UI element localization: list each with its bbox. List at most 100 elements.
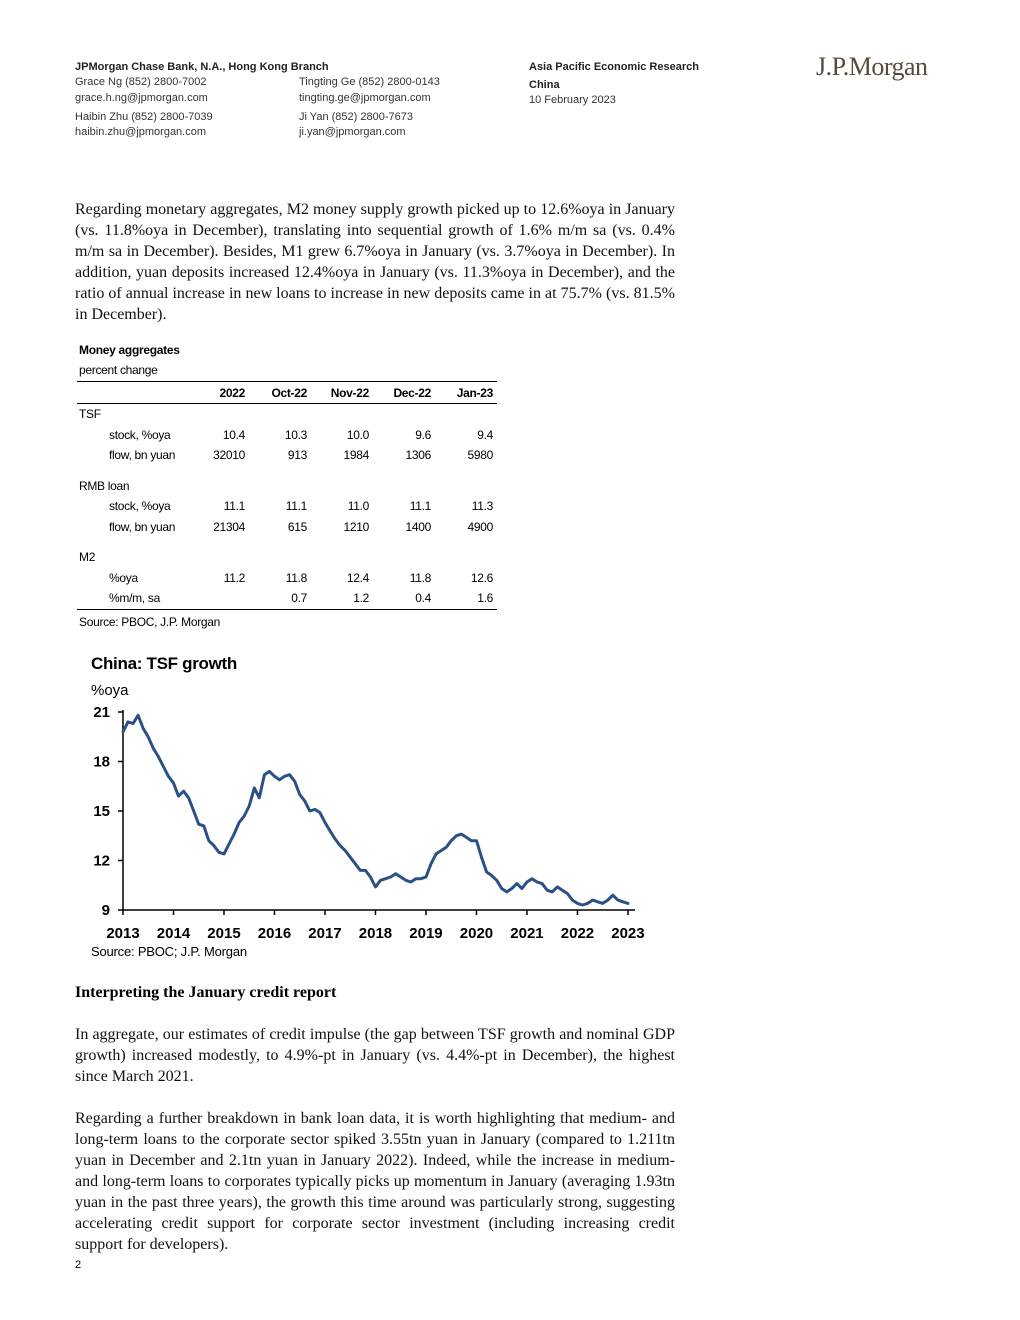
x-tick-label: 2013 bbox=[106, 925, 139, 942]
row-label: flow, bn yuan bbox=[109, 448, 176, 463]
table-cell: 11.8 bbox=[285, 570, 308, 585]
research-division: Asia Pacific Economic Research bbox=[529, 61, 699, 73]
chart-unit-label: %oya bbox=[91, 682, 129, 699]
y-tick-label: 18 bbox=[93, 754, 110, 771]
table-row: stock, %oya 11.1 11.1 11.0 11.1 11.3 bbox=[77, 496, 497, 517]
x-tick-label: 2014 bbox=[157, 925, 191, 942]
group-label: RMB loan bbox=[79, 478, 130, 493]
x-tick-label: 2019 bbox=[409, 925, 442, 942]
table-cell: 12.6 bbox=[470, 570, 493, 585]
table-group-row: M2 bbox=[77, 547, 497, 568]
x-tick-label: 2015 bbox=[207, 925, 240, 942]
table-cell: 0.7 bbox=[249, 588, 311, 610]
group-label: TSF bbox=[79, 407, 101, 422]
y-tick-label: 9 bbox=[102, 902, 110, 919]
x-tick-label: 2017 bbox=[308, 925, 341, 942]
x-tick-label: 2022 bbox=[561, 925, 594, 942]
row-label: stock, %oya bbox=[109, 427, 171, 442]
table-cell: 9.4 bbox=[477, 427, 493, 442]
report-date: 10 February 2023 bbox=[529, 94, 616, 106]
table-cell: 11.0 bbox=[347, 499, 370, 514]
column-header: Nov-22 bbox=[311, 381, 373, 404]
table-row: flow, bn yuan 32010 913 1984 1306 5980 bbox=[77, 445, 497, 466]
table-source: Source: PBOC, J.P. Morgan bbox=[79, 615, 221, 629]
column-header: 2022 bbox=[207, 381, 249, 404]
table-group-row: RMB loan bbox=[77, 476, 497, 497]
row-label: flow, bn yuan bbox=[109, 519, 176, 534]
y-tick-label: 21 bbox=[93, 704, 110, 721]
tsf-growth-chart: 9 12 15 18 21 2013 2014 2015 2016 2017 2018 2019 202… bbox=[93, 704, 644, 942]
contact-name-phone: Haibin Zhu (852) 2800-7039 bbox=[75, 111, 213, 123]
table-cell: 11.1 bbox=[223, 499, 246, 514]
table-subtitle: percent change bbox=[79, 363, 158, 377]
row-label: %m/m, sa bbox=[77, 588, 207, 610]
contact-name-phone: Tingting Ge (852) 2800-0143 bbox=[299, 76, 440, 88]
table-cell: 0.4 bbox=[373, 588, 435, 610]
contact-email[interactable]: grace.h.ng@jpmorgan.com bbox=[75, 92, 208, 104]
contact-email[interactable]: haibin.zhu@jpmorgan.com bbox=[75, 126, 207, 138]
chart-title: China: TSF growth bbox=[91, 654, 237, 673]
table-cell: 11.1 bbox=[409, 499, 432, 514]
table-cell: 1210 bbox=[343, 519, 370, 534]
table-row: flow, bn yuan 21304 615 1210 1400 4900 bbox=[77, 517, 497, 538]
table-header-row: 2022 Oct-22 Nov-22 Dec-22 Jan-23 bbox=[77, 381, 497, 404]
bank-loan-paragraph: Regarding a further breakdown in bank lo… bbox=[75, 1110, 675, 1253]
contact-email[interactable]: ji.yan@jpmorgan.com bbox=[299, 126, 406, 138]
column-header: Dec-22 bbox=[373, 381, 435, 404]
table-cell: 10.3 bbox=[284, 427, 307, 442]
table-cell: 11.8 bbox=[409, 570, 432, 585]
y-tick-label: 12 bbox=[93, 853, 110, 870]
table-cell: 1.6 bbox=[435, 588, 497, 610]
table-cell: 913 bbox=[287, 448, 307, 463]
table-cell: 11.1 bbox=[285, 499, 308, 514]
report-header: JPMorgan Chase Bank, N.A., Hong Kong Bra… bbox=[75, 60, 955, 150]
credit-impulse-paragraph: In aggregate, our estimates of credit im… bbox=[75, 1026, 675, 1085]
y-tick-label: 15 bbox=[93, 803, 110, 820]
table-group-row: TSF bbox=[77, 404, 497, 425]
table-row: stock, %oya 10.4 10.3 10.0 9.6 9.4 bbox=[77, 425, 497, 446]
column-header: Oct-22 bbox=[249, 381, 311, 404]
table-cell: 10.0 bbox=[346, 427, 369, 442]
contact-name-phone: Grace Ng (852) 2800-7002 bbox=[75, 76, 207, 88]
section-heading: Interpreting the January credit report bbox=[75, 984, 337, 1001]
column-header: Jan-23 bbox=[435, 381, 497, 404]
row-label: %oya bbox=[109, 570, 138, 585]
table-cell: 1984 bbox=[343, 448, 370, 463]
table-row: %m/m, sa 0.7 1.2 0.4 1.6 bbox=[77, 588, 497, 610]
page-number: 2 bbox=[75, 1259, 82, 1271]
monetary-aggregates-paragraph: Regarding monetary aggregates, M2 money … bbox=[75, 201, 675, 323]
contact-email[interactable]: tingting.ge@jpmorgan.com bbox=[299, 92, 431, 104]
table-cell: 1.2 bbox=[311, 588, 373, 610]
table-cell: 11.3 bbox=[471, 499, 494, 514]
table-cell: 32010 bbox=[213, 448, 245, 463]
table-cell: 9.6 bbox=[415, 427, 431, 442]
contact-name-phone: Ji Yan (852) 2800-7673 bbox=[299, 111, 413, 123]
table-cell: 10.4 bbox=[222, 427, 245, 442]
x-tick-label: 2021 bbox=[510, 925, 543, 942]
table-cell: 21304 bbox=[213, 519, 245, 534]
group-label: M2 bbox=[79, 550, 96, 565]
table-row: %oya 11.2 11.8 12.4 11.8 12.6 bbox=[77, 568, 497, 589]
x-tick-label: 2023 bbox=[611, 925, 644, 942]
tsf-growth-series-line bbox=[121, 713, 630, 907]
table-spacer-row bbox=[77, 466, 497, 476]
table-title: Money aggregates bbox=[79, 343, 180, 357]
table-spacer-row bbox=[77, 537, 497, 547]
money-aggregates-table: 2022 Oct-22 Nov-22 Dec-22 Jan-23 TSF sto… bbox=[77, 381, 497, 610]
report-region: China bbox=[529, 79, 560, 91]
row-label: stock, %oya bbox=[109, 499, 171, 514]
table-cell: 5980 bbox=[467, 448, 494, 463]
bank-name: JPMorgan Chase Bank, N.A., Hong Kong Bra… bbox=[75, 61, 329, 73]
table-cell bbox=[207, 588, 249, 610]
table-cell: 1400 bbox=[405, 519, 432, 534]
x-tick-label: 2020 bbox=[460, 925, 493, 942]
table-cell: 4900 bbox=[467, 519, 494, 534]
table-cell: 1306 bbox=[405, 448, 432, 463]
table-cell: 11.2 bbox=[223, 570, 246, 585]
x-tick-label: 2018 bbox=[359, 925, 392, 942]
table-cell: 12.4 bbox=[346, 570, 369, 585]
chart-source: Source: PBOC; J.P. Morgan bbox=[91, 944, 247, 959]
jpmorgan-logo: J.P.Morgan bbox=[816, 52, 928, 81]
x-tick-label: 2016 bbox=[258, 925, 291, 942]
table-cell: 615 bbox=[287, 519, 307, 534]
